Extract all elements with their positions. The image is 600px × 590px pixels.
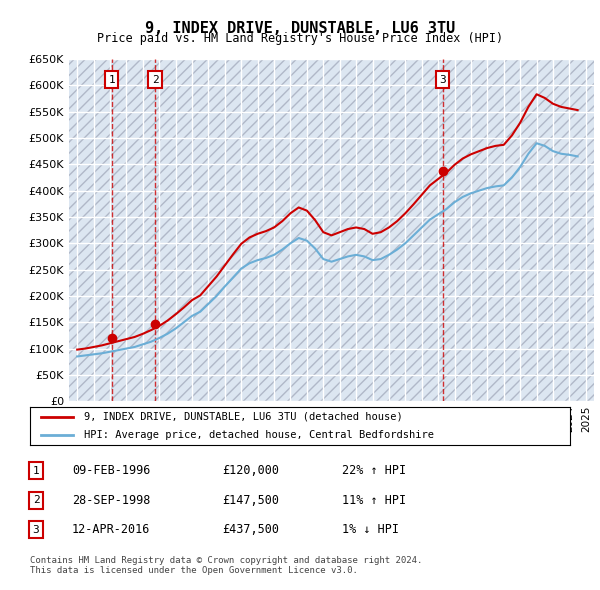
- Text: 9, INDEX DRIVE, DUNSTABLE, LU6 3TU (detached house): 9, INDEX DRIVE, DUNSTABLE, LU6 3TU (deta…: [84, 412, 403, 422]
- Text: 28-SEP-1998: 28-SEP-1998: [72, 494, 151, 507]
- Text: £147,500: £147,500: [222, 494, 279, 507]
- Text: £120,000: £120,000: [222, 464, 279, 477]
- Text: £437,500: £437,500: [222, 523, 279, 536]
- Text: 1: 1: [108, 74, 115, 84]
- Text: 09-FEB-1996: 09-FEB-1996: [72, 464, 151, 477]
- Text: Price paid vs. HM Land Registry's House Price Index (HPI): Price paid vs. HM Land Registry's House …: [97, 32, 503, 45]
- Text: 12-APR-2016: 12-APR-2016: [72, 523, 151, 536]
- Text: 9, INDEX DRIVE, DUNSTABLE, LU6 3TU: 9, INDEX DRIVE, DUNSTABLE, LU6 3TU: [145, 21, 455, 35]
- Text: 3: 3: [32, 525, 40, 535]
- Text: 3: 3: [439, 74, 446, 84]
- Text: 1% ↓ HPI: 1% ↓ HPI: [342, 523, 399, 536]
- Text: 1: 1: [32, 466, 40, 476]
- Text: 11% ↑ HPI: 11% ↑ HPI: [342, 494, 406, 507]
- Text: 22% ↑ HPI: 22% ↑ HPI: [342, 464, 406, 477]
- Text: HPI: Average price, detached house, Central Bedfordshire: HPI: Average price, detached house, Cent…: [84, 430, 434, 440]
- Text: Contains HM Land Registry data © Crown copyright and database right 2024.
This d: Contains HM Land Registry data © Crown c…: [30, 556, 422, 575]
- Text: 2: 2: [152, 74, 158, 84]
- Text: 2: 2: [32, 496, 40, 505]
